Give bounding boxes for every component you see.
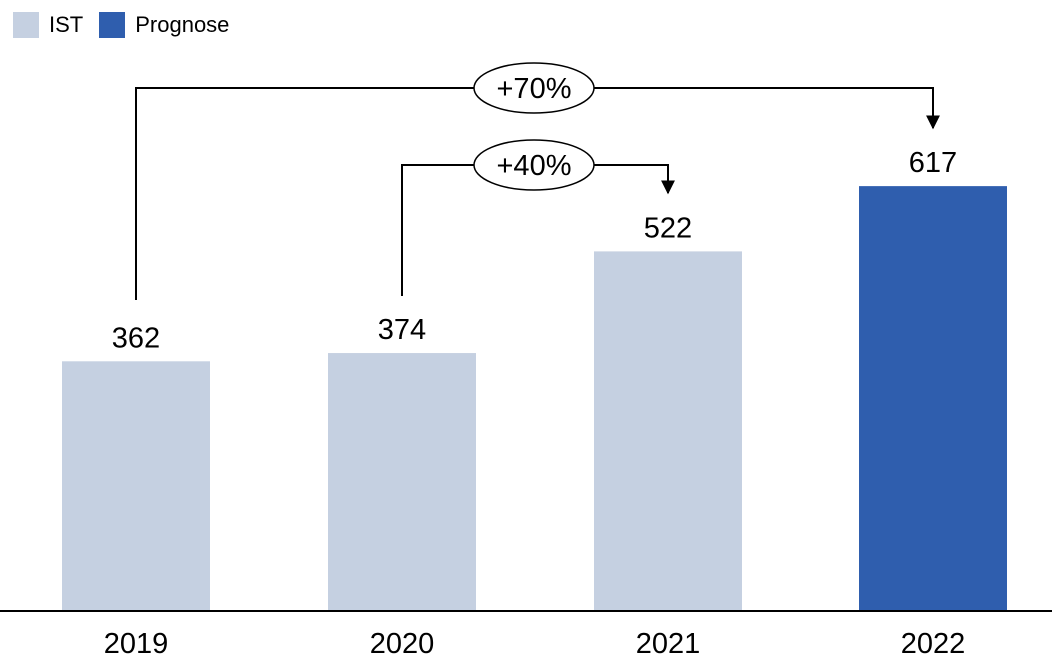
tick-label-2020: 2020 [370, 628, 435, 659]
tick-label-2022: 2022 [901, 628, 966, 659]
legend-item-prognose: Prognose [99, 12, 229, 38]
value-label-2021: 522 [644, 212, 692, 244]
tick-label-2019: 2019 [104, 628, 169, 659]
bar-2021 [594, 251, 742, 611]
growth-label-70: +70% [497, 73, 572, 105]
chart-legend: IST Prognose [13, 12, 245, 38]
value-label-2022: 617 [909, 147, 957, 179]
value-label-2019: 362 [112, 322, 160, 354]
growth-arrow-70 [135, 87, 940, 300]
legend-item-ist: IST [13, 12, 83, 38]
bar-2019 [62, 361, 210, 610]
tick-label-2021: 2021 [636, 628, 701, 659]
legend-swatch-ist [13, 12, 39, 38]
bar-2020 [328, 353, 476, 610]
value-label-2020: 374 [378, 314, 426, 346]
growth-oval-70 [473, 62, 595, 114]
bar-2022 [859, 186, 1007, 610]
legend-label-ist: IST [49, 12, 84, 37]
growth-oval-40 [473, 139, 595, 191]
legend-swatch-prognose [99, 12, 126, 38]
legend-label-prognose: Prognose [135, 12, 230, 37]
growth-label-40: +40% [497, 150, 572, 182]
